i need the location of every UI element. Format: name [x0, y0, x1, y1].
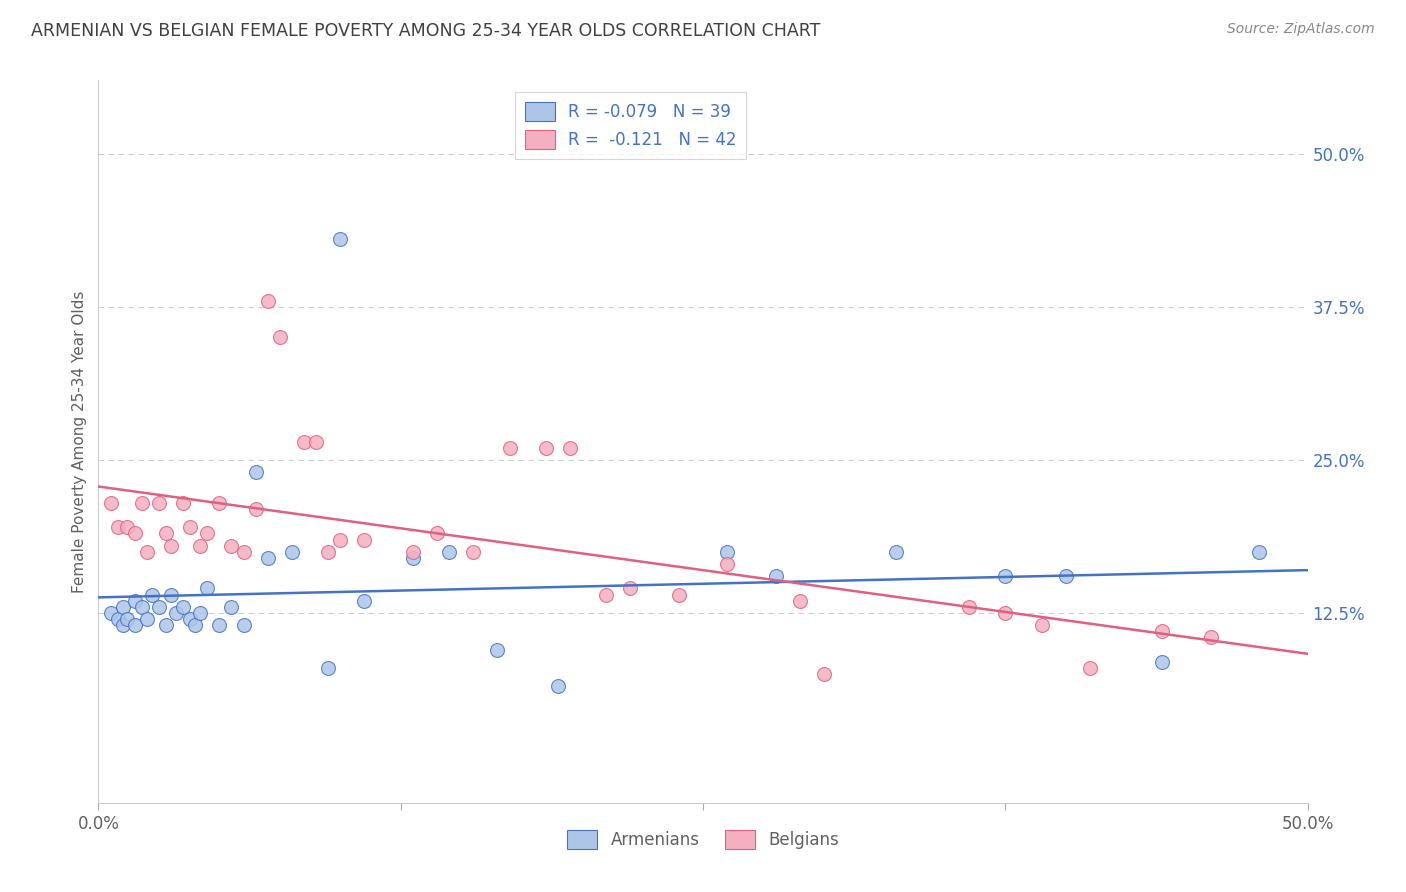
- Point: [256, 550, 278, 565]
- Point: [184, 618, 207, 632]
- Text: ARMENIAN VS BELGIAN FEMALE POVERTY AMONG 25-34 YEAR OLDS CORRELATION CHART: ARMENIAN VS BELGIAN FEMALE POVERTY AMONG…: [31, 22, 820, 40]
- Point: [131, 599, 153, 614]
- Point: [148, 496, 170, 510]
- Point: [131, 496, 153, 510]
- Point: [256, 293, 278, 308]
- Point: [1199, 631, 1222, 645]
- Point: [463, 545, 485, 559]
- Point: [160, 588, 183, 602]
- Point: [668, 588, 690, 602]
- Point: [124, 526, 146, 541]
- Point: [111, 618, 134, 632]
- Point: [994, 569, 1017, 583]
- Point: [426, 526, 449, 541]
- Point: [188, 606, 211, 620]
- Point: [172, 599, 194, 614]
- Point: [100, 496, 122, 510]
- Point: [135, 545, 157, 559]
- Point: [402, 545, 425, 559]
- Point: [813, 667, 835, 681]
- Point: [172, 496, 194, 510]
- Point: [305, 434, 328, 449]
- Point: [208, 496, 231, 510]
- Point: [329, 533, 352, 547]
- Point: [402, 550, 425, 565]
- Point: [1078, 661, 1101, 675]
- Point: [1152, 655, 1174, 669]
- Point: [534, 441, 557, 455]
- Point: [179, 520, 201, 534]
- Point: [1249, 545, 1271, 559]
- Point: [124, 593, 146, 607]
- Point: [195, 526, 218, 541]
- Point: [1054, 569, 1077, 583]
- Point: [957, 599, 980, 614]
- Point: [195, 582, 218, 596]
- Point: [716, 545, 738, 559]
- Point: [179, 612, 201, 626]
- Point: [498, 441, 520, 455]
- Point: [558, 441, 581, 455]
- Point: [437, 545, 460, 559]
- Point: [1031, 618, 1053, 632]
- Point: [160, 539, 183, 553]
- Point: [281, 545, 304, 559]
- Point: [155, 618, 177, 632]
- Point: [329, 232, 352, 246]
- Point: [245, 502, 267, 516]
- Point: [353, 533, 375, 547]
- Point: [155, 526, 177, 541]
- Point: [232, 618, 254, 632]
- Point: [353, 593, 375, 607]
- Legend: Armenians, Belgians: Armenians, Belgians: [561, 823, 845, 856]
- Point: [1152, 624, 1174, 639]
- Point: [292, 434, 315, 449]
- Point: [208, 618, 231, 632]
- Point: [994, 606, 1017, 620]
- Point: [148, 599, 170, 614]
- Point: [188, 539, 211, 553]
- Point: [765, 569, 787, 583]
- Y-axis label: Female Poverty Among 25-34 Year Olds: Female Poverty Among 25-34 Year Olds: [72, 291, 87, 592]
- Point: [547, 680, 569, 694]
- Point: [107, 612, 129, 626]
- Point: [245, 465, 267, 479]
- Point: [595, 588, 617, 602]
- Point: [232, 545, 254, 559]
- Point: [117, 520, 139, 534]
- Point: [107, 520, 129, 534]
- Point: [111, 599, 134, 614]
- Point: [486, 642, 509, 657]
- Text: Source: ZipAtlas.com: Source: ZipAtlas.com: [1227, 22, 1375, 37]
- Point: [221, 539, 243, 553]
- Point: [221, 599, 243, 614]
- Point: [165, 606, 187, 620]
- Point: [269, 330, 291, 344]
- Point: [789, 593, 811, 607]
- Point: [135, 612, 157, 626]
- Point: [316, 661, 339, 675]
- Point: [316, 545, 339, 559]
- Point: [886, 545, 908, 559]
- Point: [716, 557, 738, 571]
- Point: [117, 612, 139, 626]
- Point: [141, 588, 163, 602]
- Point: [124, 618, 146, 632]
- Point: [100, 606, 122, 620]
- Point: [619, 582, 641, 596]
